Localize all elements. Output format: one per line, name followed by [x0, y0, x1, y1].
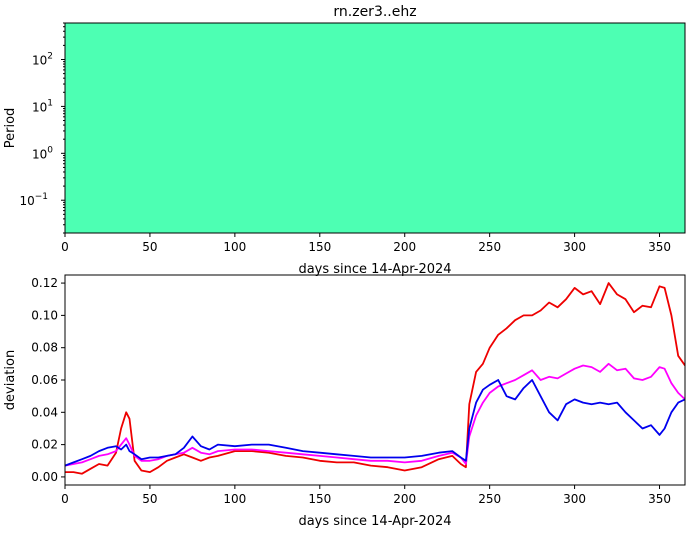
- heatmap-y-tick-label: 102: [32, 51, 53, 67]
- heatmap-y-tick-label: 101: [32, 98, 53, 114]
- line-x-tick-label: 300: [563, 492, 586, 506]
- heatmap-region-0: [65, 23, 685, 233]
- line-y-tick-label: 0.04: [31, 405, 58, 419]
- line-y-tick-label: 0.02: [31, 438, 58, 452]
- heatmap-x-tick-label: 250: [478, 240, 501, 254]
- line-y-tick-label: 0.06: [31, 373, 58, 387]
- heatmap-cells: [65, 23, 685, 233]
- series-line-1: [65, 362, 685, 467]
- line-x-label: days since 14-Apr-2024: [298, 514, 451, 529]
- line-x-tick-label: 250: [478, 492, 501, 506]
- heatmap-x-tick-label: 300: [563, 240, 586, 254]
- heatmap-x-tick-label: 50: [142, 240, 157, 254]
- line-x-axis: 0 50 100 150 200 250 300 350: [61, 485, 671, 506]
- series-line-2: [65, 379, 685, 467]
- line-y-tick-label: 0.08: [31, 341, 58, 355]
- heatmap-y-tick-label: 100: [32, 145, 53, 161]
- line-x-tick-label: 50: [142, 492, 157, 506]
- line-series-group: [65, 282, 685, 475]
- line-frame: [64, 274, 686, 486]
- line-y-label: deviation: [3, 350, 18, 410]
- line-x-tick-label: 150: [308, 492, 331, 506]
- chart-title: rn.zer3..ehz: [333, 4, 416, 20]
- heatmap-x-tick-label: 350: [648, 240, 671, 254]
- series-line-0: [65, 282, 685, 475]
- heatmap-x-axis: 0 50 100 150 200 250 300 350: [61, 233, 671, 254]
- line-x-tick-label: 100: [223, 492, 246, 506]
- heatmap-x-tick-label: 150: [308, 240, 331, 254]
- line-panel: 0 50 100 150 200 250 300 350 0.000.020.040.060.…: [3, 274, 686, 529]
- heatmap-x-tick-label: 200: [393, 240, 416, 254]
- line-y-tick-label: 0.10: [31, 308, 58, 322]
- line-y-tick-label: 0.12: [31, 276, 58, 290]
- heatmap-y-axis: 10−1 100 101 102: [19, 22, 65, 234]
- heatmap-x-tick-label: 0: [61, 240, 69, 254]
- line-x-tick-label: 0: [61, 492, 69, 506]
- line-x-tick-label: 350: [648, 492, 671, 506]
- heatmap-x-tick-label: 100: [223, 240, 246, 254]
- line-x-tick-label: 200: [393, 492, 416, 506]
- heatmap-frame: [64, 22, 686, 234]
- heatmap-y-tick-label: 10−1: [19, 192, 48, 208]
- heatmap-panel: rn.zer3..ehz 0 50 100 150 200 250 300 350 10−11…: [3, 4, 686, 277]
- heatmap-y-label: Period: [3, 108, 18, 149]
- heatmap-x-label: days since 14-Apr-2024: [298, 262, 451, 277]
- line-y-axis: 0.00 0.02 0.04 0.06 0.08 0.10 0.12: [31, 276, 65, 484]
- line-y-tick-label: 0.00: [31, 470, 58, 484]
